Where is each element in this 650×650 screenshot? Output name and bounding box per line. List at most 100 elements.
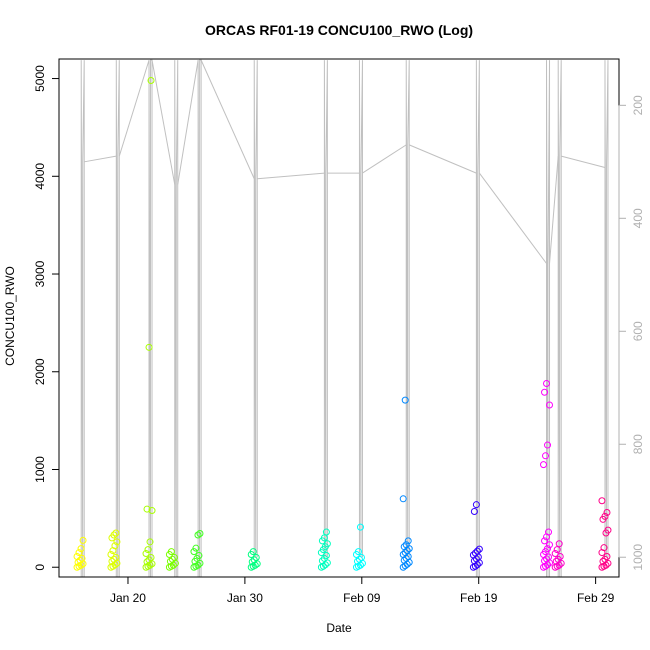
- data-point: [544, 441, 552, 449]
- altitude-profile: [475, 60, 480, 578]
- data-point: [111, 542, 119, 550]
- data-point: [471, 549, 479, 557]
- x-tick-label: Feb 29: [577, 591, 615, 605]
- data-point: [552, 557, 560, 565]
- data-point: [473, 547, 481, 555]
- data-point: [601, 512, 609, 520]
- altitude-connector: [561, 155, 606, 168]
- data-point: [322, 528, 330, 536]
- data-point: [472, 501, 480, 509]
- data-point: [604, 526, 612, 534]
- data-point: [551, 550, 559, 558]
- data-point: [541, 388, 549, 396]
- data-point: [603, 552, 611, 560]
- data-point: [168, 555, 176, 563]
- altitude-profile: [253, 60, 258, 558]
- data-point: [75, 549, 83, 557]
- x-axis-label: Date: [326, 621, 352, 635]
- data-points: [73, 77, 612, 571]
- data-point: [470, 508, 478, 516]
- altitude-profile: [323, 60, 328, 558]
- y-tick-label: 4000: [33, 163, 47, 190]
- data-point: [555, 540, 563, 548]
- altitude-connector: [84, 155, 117, 163]
- data-point: [142, 550, 150, 558]
- data-point: [148, 507, 156, 515]
- data-point: [546, 541, 554, 549]
- plot-frame: [58, 58, 620, 578]
- altitude-profile: [174, 60, 179, 578]
- data-point: [541, 537, 549, 545]
- data-point: [475, 545, 483, 553]
- data-point: [400, 543, 408, 551]
- data-point: [113, 538, 121, 546]
- data-point: [112, 529, 120, 537]
- data-point: [170, 553, 178, 561]
- data-point: [194, 531, 202, 539]
- y-axis: 0 1000 2000 3000 4000 5000: [33, 65, 60, 571]
- data-point: [192, 544, 200, 552]
- right-tick-label: 1000: [631, 544, 645, 571]
- altitude-connector: [362, 144, 407, 174]
- data-point: [147, 77, 155, 85]
- data-point: [79, 536, 87, 544]
- data-point: [249, 548, 257, 556]
- data-point: [401, 396, 409, 404]
- y-tick-label: 2000: [33, 358, 47, 385]
- data-point: [540, 461, 548, 469]
- data-point: [110, 531, 118, 539]
- data-point: [322, 551, 330, 559]
- data-point: [402, 541, 410, 549]
- altitude-connector: [257, 172, 325, 180]
- x-tick-label: Jan 30: [227, 591, 263, 605]
- altitude-profile: [557, 60, 562, 578]
- altitude-connector: [118, 59, 150, 157]
- data-point: [145, 343, 153, 351]
- data-point: [323, 540, 331, 548]
- chart-title: ORCAS RF01-19 CONCU100_RWO (Log): [205, 22, 473, 38]
- altitude-profile: [115, 60, 120, 578]
- right-tick-label: 800: [631, 434, 645, 454]
- data-point: [404, 537, 412, 545]
- right-tick-label: 600: [631, 321, 645, 341]
- data-point: [73, 552, 81, 560]
- data-point: [353, 557, 361, 565]
- altitude-profile: [80, 60, 85, 578]
- altitude-profile: [405, 60, 410, 558]
- data-point: [143, 558, 151, 566]
- data-point: [599, 557, 607, 565]
- data-point: [469, 551, 477, 559]
- data-point: [603, 508, 611, 516]
- x-tick-label: Feb 19: [460, 591, 498, 605]
- right-tick-label: 400: [631, 208, 645, 228]
- right-y-axis: 200 400 600 800 1000: [618, 95, 645, 571]
- altitude-track: [80, 59, 609, 578]
- data-point: [107, 551, 115, 559]
- data-point: [147, 553, 155, 561]
- data-point: [112, 553, 120, 561]
- data-point: [545, 528, 553, 536]
- data-point: [354, 548, 362, 556]
- altitude-connector: [177, 60, 199, 185]
- altitude-connector: [478, 172, 547, 264]
- data-point: [356, 523, 364, 531]
- data-point: [543, 379, 551, 387]
- altitude-connector: [200, 59, 255, 179]
- data-point: [166, 557, 174, 565]
- y-tick-label: 3000: [33, 260, 47, 287]
- data-point: [355, 555, 363, 563]
- data-point: [544, 545, 552, 553]
- data-point: [598, 497, 606, 505]
- data-point: [556, 552, 564, 560]
- data-point: [399, 495, 407, 503]
- y-tick-label: 0: [33, 564, 47, 571]
- data-point: [110, 555, 118, 563]
- data-point: [190, 548, 198, 556]
- data-point: [108, 557, 116, 565]
- data-point: [546, 401, 554, 409]
- altitude-profile: [604, 60, 609, 558]
- data-point: [196, 530, 204, 538]
- data-point: [600, 544, 608, 552]
- data-point: [77, 545, 85, 553]
- x-axis: Jan 20 Jan 30 Feb 09 Feb 19 Feb 29: [110, 576, 615, 605]
